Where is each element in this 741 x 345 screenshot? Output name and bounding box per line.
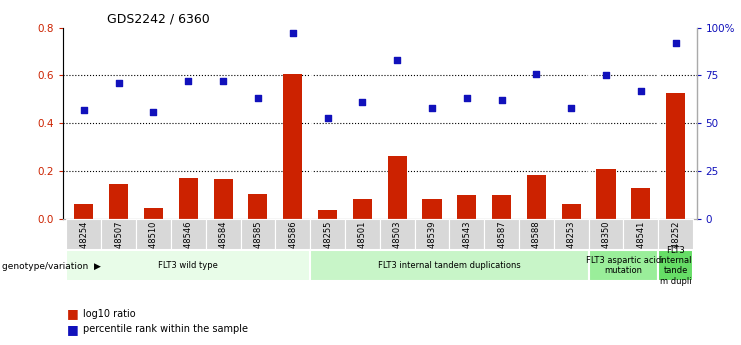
Text: GDS2242 / 6360: GDS2242 / 6360	[107, 12, 210, 25]
Bar	[213, 179, 233, 219]
FancyBboxPatch shape	[276, 219, 310, 250]
Point	[670, 40, 682, 46]
Text: GSM48546: GSM48546	[184, 221, 193, 266]
Bar	[527, 175, 546, 219]
Text: ■: ■	[67, 307, 79, 321]
Bar	[422, 199, 442, 219]
FancyBboxPatch shape	[310, 219, 345, 250]
FancyBboxPatch shape	[554, 219, 588, 250]
Text: GSM48501: GSM48501	[358, 221, 367, 266]
Point	[287, 31, 299, 36]
Bar	[109, 184, 128, 219]
Text: FLT3 aspartic acid
mutation: FLT3 aspartic acid mutation	[586, 256, 661, 275]
FancyBboxPatch shape	[171, 219, 206, 250]
FancyBboxPatch shape	[241, 219, 276, 250]
Text: percentile rank within the sample: percentile rank within the sample	[83, 325, 248, 334]
Point	[356, 99, 368, 105]
Bar	[144, 208, 163, 219]
Point	[147, 109, 159, 115]
FancyBboxPatch shape	[588, 219, 623, 250]
Bar	[666, 93, 685, 219]
Point	[496, 98, 508, 103]
Text: log10 ratio: log10 ratio	[83, 309, 136, 319]
Text: GSM48541: GSM48541	[637, 221, 645, 266]
Point	[531, 71, 542, 76]
Text: GSM48587: GSM48587	[497, 221, 506, 266]
Bar	[457, 195, 476, 219]
Point	[113, 80, 124, 86]
Point	[391, 57, 403, 63]
FancyBboxPatch shape	[484, 219, 519, 250]
Text: GSM48586: GSM48586	[288, 221, 297, 266]
FancyBboxPatch shape	[658, 250, 693, 281]
Point	[635, 88, 647, 93]
FancyBboxPatch shape	[345, 219, 379, 250]
Bar	[353, 199, 372, 219]
Text: genotype/variation  ▶: genotype/variation ▶	[2, 262, 101, 271]
Text: GSM48503: GSM48503	[393, 221, 402, 266]
Bar	[74, 204, 93, 219]
Bar	[631, 188, 651, 219]
Text: GSM48510: GSM48510	[149, 221, 158, 266]
Text: GSM48584: GSM48584	[219, 221, 227, 266]
Point	[252, 96, 264, 101]
FancyBboxPatch shape	[102, 219, 136, 250]
Point	[182, 78, 194, 84]
Bar	[318, 209, 337, 219]
Bar	[388, 156, 407, 219]
FancyBboxPatch shape	[206, 219, 241, 250]
FancyBboxPatch shape	[623, 219, 658, 250]
Point	[461, 96, 473, 101]
Text: GSM48507: GSM48507	[114, 221, 123, 266]
FancyBboxPatch shape	[658, 219, 693, 250]
Point	[600, 73, 612, 78]
Point	[322, 115, 333, 120]
Point	[78, 107, 90, 113]
Text: GSM48588: GSM48588	[532, 221, 541, 266]
Text: GSM48252: GSM48252	[671, 221, 680, 266]
FancyBboxPatch shape	[379, 219, 414, 250]
Bar	[597, 169, 616, 219]
Text: GSM48254: GSM48254	[79, 221, 88, 266]
FancyBboxPatch shape	[414, 219, 449, 250]
Text: GSM48539: GSM48539	[428, 221, 436, 266]
FancyBboxPatch shape	[588, 250, 658, 281]
Bar	[492, 195, 511, 219]
FancyBboxPatch shape	[67, 219, 102, 250]
Text: FLT3 internal tandem duplications: FLT3 internal tandem duplications	[378, 261, 521, 270]
Text: GSM48543: GSM48543	[462, 221, 471, 266]
Point	[565, 105, 577, 111]
Bar	[283, 74, 302, 219]
FancyBboxPatch shape	[519, 219, 554, 250]
FancyBboxPatch shape	[449, 219, 484, 250]
Text: GSM48585: GSM48585	[253, 221, 262, 266]
Text: GSM48350: GSM48350	[602, 221, 611, 266]
FancyBboxPatch shape	[67, 250, 310, 281]
Text: GSM48253: GSM48253	[567, 221, 576, 266]
Bar	[562, 204, 581, 219]
FancyBboxPatch shape	[136, 219, 171, 250]
Point	[426, 105, 438, 111]
Text: GSM48255: GSM48255	[323, 221, 332, 266]
Bar	[248, 194, 268, 219]
Text: FLT3 wild type: FLT3 wild type	[159, 261, 219, 270]
Text: FLT3
internal
tande
m dupli: FLT3 internal tande m dupli	[659, 246, 692, 286]
Text: ■: ■	[67, 323, 79, 336]
Point	[217, 78, 229, 84]
FancyBboxPatch shape	[310, 250, 588, 281]
Bar	[179, 178, 198, 219]
